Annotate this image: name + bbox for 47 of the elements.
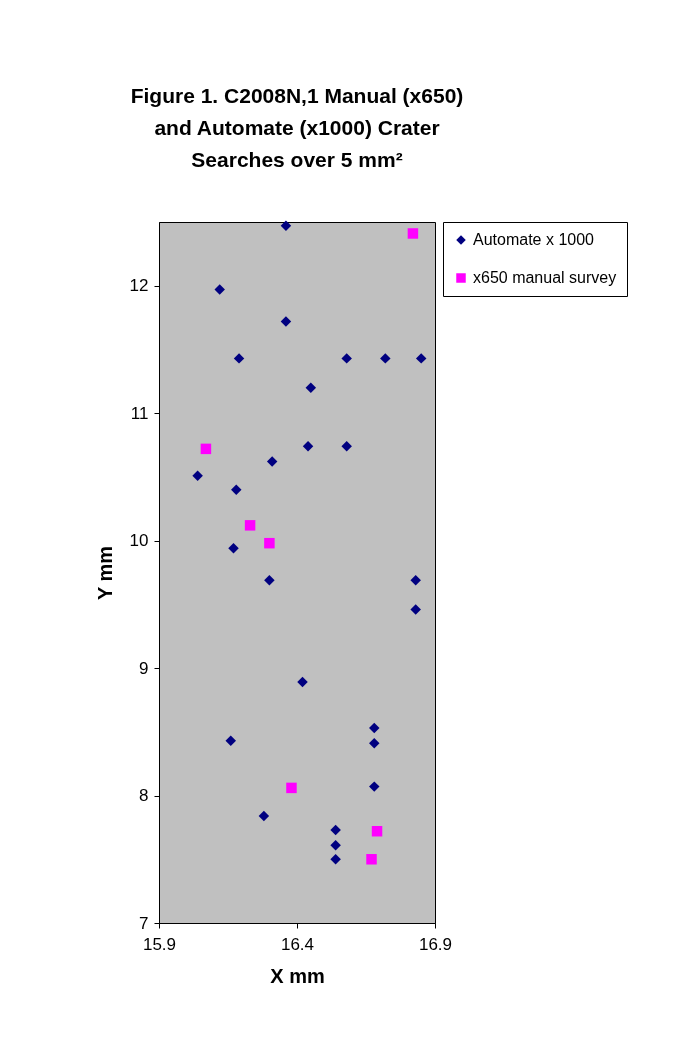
- x-axis-title: X mm: [270, 964, 325, 987]
- point: [330, 840, 341, 851]
- point: [415, 353, 427, 364]
- point: [330, 824, 341, 836]
- point: [286, 782, 297, 794]
- chart-title: Figure 1. C2008N,1 Manual (x650) and Automate (x1000) Crater Searches over 5 mm²: [130, 83, 464, 171]
- point: [266, 456, 278, 467]
- legend-label: x650 manual survey: [473, 269, 617, 286]
- y-tick-label: 12: [129, 276, 149, 296]
- point: [280, 316, 292, 327]
- point: [264, 574, 275, 586]
- point: [330, 854, 341, 865]
- point: [302, 441, 314, 452]
- y-tick-label: 7: [139, 913, 149, 933]
- point: [233, 353, 245, 364]
- point: [200, 443, 212, 455]
- point: [192, 470, 203, 481]
- point: [369, 722, 380, 734]
- point: [264, 537, 275, 549]
- point: [341, 441, 352, 452]
- point: [280, 220, 292, 232]
- point: [407, 228, 419, 239]
- legend-label: Automate x 1000: [473, 231, 595, 248]
- x-tick-label: 15.9: [142, 934, 177, 954]
- y-tick-label: 11: [130, 403, 149, 423]
- x-tick-label: 16.4: [280, 934, 315, 954]
- y-tick-label: 10: [129, 531, 149, 551]
- point: [228, 543, 239, 554]
- point: [410, 604, 421, 615]
- point: [214, 284, 225, 295]
- point: [258, 810, 270, 822]
- y-tick-label: 9: [139, 658, 149, 678]
- point: [244, 520, 256, 531]
- point: [225, 735, 236, 746]
- point: [366, 854, 377, 865]
- point: [231, 484, 242, 495]
- point: [305, 382, 317, 393]
- point: [341, 353, 352, 364]
- point: [371, 825, 383, 837]
- point: [297, 676, 308, 688]
- y-tick-label: 8: [139, 786, 149, 806]
- point: [380, 353, 391, 364]
- point: [369, 781, 380, 792]
- point: [410, 574, 421, 586]
- x-tick-label: 16.9: [418, 934, 453, 954]
- point: [369, 738, 380, 749]
- y-axis-title: Y mm: [93, 545, 116, 601]
